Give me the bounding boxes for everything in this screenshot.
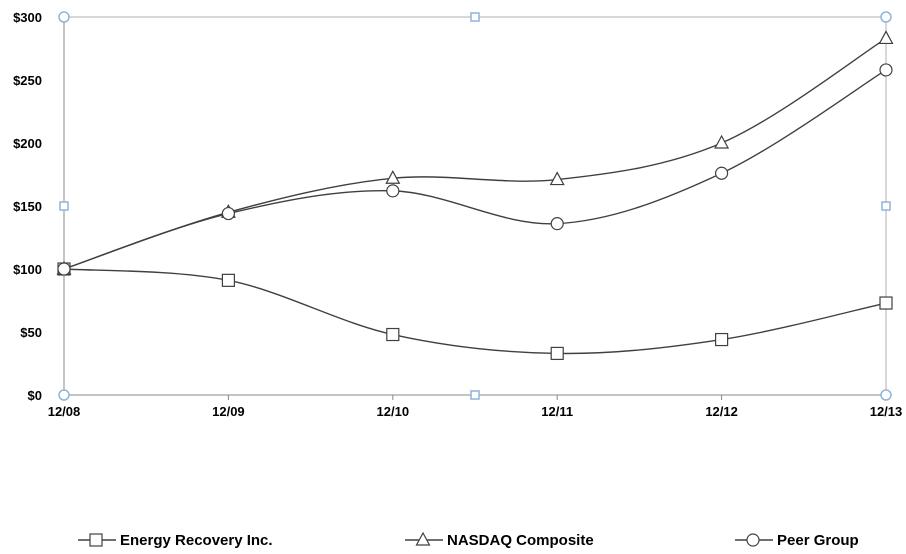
selection-handles	[58, 11, 892, 401]
corner-resize-handle[interactable]	[58, 11, 70, 23]
legend-item[interactable]: Energy Recovery Inc.	[78, 532, 273, 549]
edge-resize-handle[interactable]	[470, 390, 480, 400]
square-marker	[879, 296, 893, 310]
square-marker	[221, 273, 235, 287]
y-tick-label: $150	[13, 199, 42, 214]
series-layer	[56, 30, 894, 361]
y-tick-label: $300	[13, 10, 42, 25]
series-nasdaq-composite[interactable]	[56, 30, 894, 275]
series-peer-group[interactable]	[57, 63, 893, 276]
circle-marker	[550, 217, 564, 231]
y-tick-label: $250	[13, 73, 42, 88]
legend-item[interactable]: Peer Group	[735, 532, 859, 549]
y-tick-label: $0	[28, 388, 42, 403]
circle-marker	[714, 166, 729, 180]
x-tick-label: 12/10	[377, 404, 410, 419]
edge-resize-handle[interactable]	[470, 12, 480, 22]
y-tick-label: $100	[13, 262, 42, 277]
square-marker	[714, 332, 729, 347]
circle-marker	[57, 262, 71, 276]
y-tick-label: $50	[20, 325, 42, 340]
corner-resize-handle[interactable]	[58, 389, 70, 401]
legend-square-marker	[89, 533, 103, 547]
triangle-marker	[385, 170, 401, 184]
triangle-marker	[878, 30, 894, 45]
square-marker	[550, 346, 564, 361]
circle-marker	[879, 63, 893, 77]
circle-marker	[221, 206, 235, 221]
y-axis-ticks: $0 $50 $100 $150 $200 $250 $300	[13, 10, 42, 403]
plot-area[interactable]	[63, 16, 887, 396]
x-axis-ticks: 12/08 12/09 12/10 12/11 12/12 12/13	[48, 395, 903, 419]
legend-item[interactable]: NASDAQ Composite	[405, 531, 594, 549]
x-tick-label: 12/11	[541, 404, 573, 419]
legend-label: Energy Recovery Inc.	[120, 532, 273, 549]
series-line[interactable]	[63, 69, 887, 270]
circle-marker	[386, 184, 400, 198]
x-tick-label: 12/12	[705, 404, 738, 419]
corner-resize-handle[interactable]	[880, 389, 892, 401]
triangle-marker	[549, 171, 565, 186]
edge-resize-handle[interactable]	[59, 201, 69, 211]
legend-circle-marker	[746, 533, 760, 547]
legend: Energy Recovery Inc. NASDAQ Composite Peer…	[78, 531, 859, 549]
triangle-marker	[714, 134, 730, 149]
edge-resize-handle[interactable]	[881, 201, 891, 211]
series-line[interactable]	[63, 268, 887, 355]
legend-label: NASDAQ Composite	[447, 532, 594, 549]
legend-triangle-marker	[415, 531, 431, 546]
corner-resize-handle[interactable]	[880, 11, 892, 23]
legend-label: Peer Group	[777, 532, 859, 549]
series-energy-recovery-inc[interactable]	[57, 262, 893, 361]
x-tick-label: 12/08	[48, 404, 81, 419]
y-tick-label: $200	[13, 136, 42, 151]
x-tick-label: 12/09	[212, 404, 245, 419]
square-marker	[386, 327, 400, 342]
x-tick-label: 12/13	[870, 404, 903, 419]
series-line[interactable]	[63, 37, 887, 270]
